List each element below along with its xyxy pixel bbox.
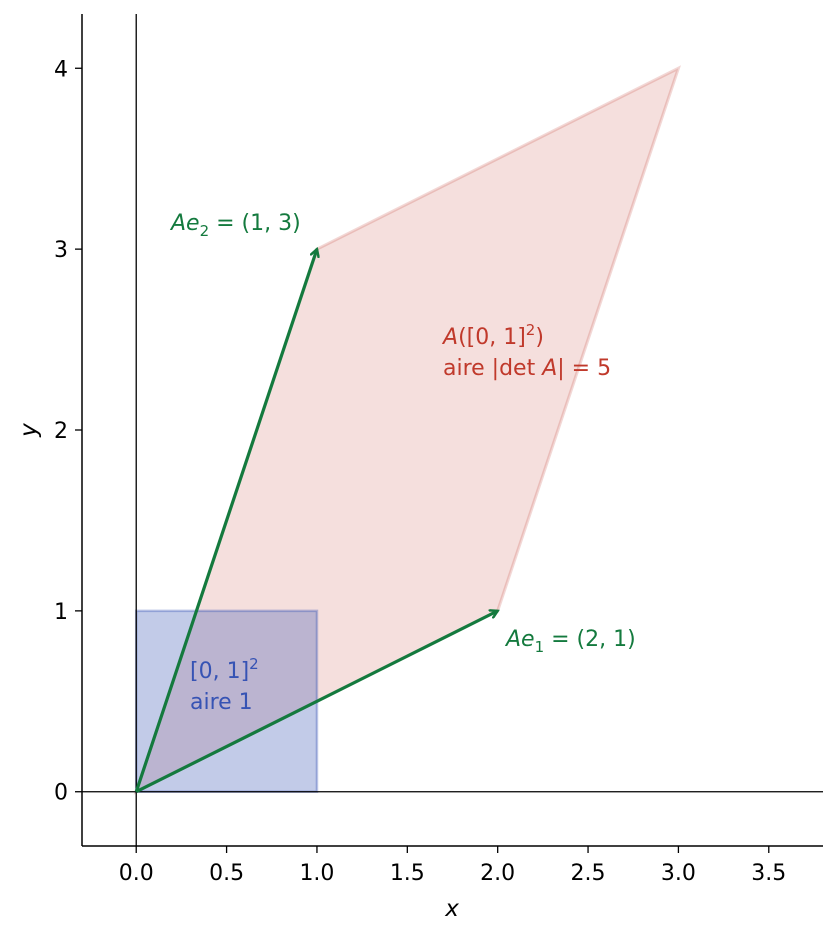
unit-square-label: [0, 1]2 xyxy=(190,655,259,684)
x-tick-label: 3.5 xyxy=(751,861,786,886)
unit-square-area-label: aire 1 xyxy=(190,690,253,715)
x-tick-label: 0.5 xyxy=(209,861,244,886)
x-tick-label: 1.5 xyxy=(390,861,425,886)
vector-e2-label: Ae2 = (1, 3) xyxy=(169,211,301,240)
y-tick-label: 4 xyxy=(54,57,68,82)
image-label: A([0, 1]2) xyxy=(441,321,544,350)
vector-e1-label: Ae1 = (2, 1) xyxy=(504,627,636,656)
y-tick-label: 2 xyxy=(54,419,68,444)
x-axis-label: x xyxy=(444,896,459,922)
y-tick-label: 0 xyxy=(54,781,68,806)
x-tick-label: 0.0 xyxy=(119,861,154,886)
x-tick-label: 1.0 xyxy=(299,861,334,886)
image-area-label: aire |det A| = 5 xyxy=(443,356,611,381)
vector-e2-arrow xyxy=(134,249,317,793)
vector-e1-arrow xyxy=(135,611,497,794)
y-axis-label: y xyxy=(16,423,42,438)
x-tick-label: 3.0 xyxy=(661,861,696,886)
x-tick-label: 2.5 xyxy=(571,861,606,886)
y-tick-label: 3 xyxy=(54,238,68,263)
y-tick-label: 1 xyxy=(54,600,68,625)
x-tick-label: 2.0 xyxy=(480,861,515,886)
